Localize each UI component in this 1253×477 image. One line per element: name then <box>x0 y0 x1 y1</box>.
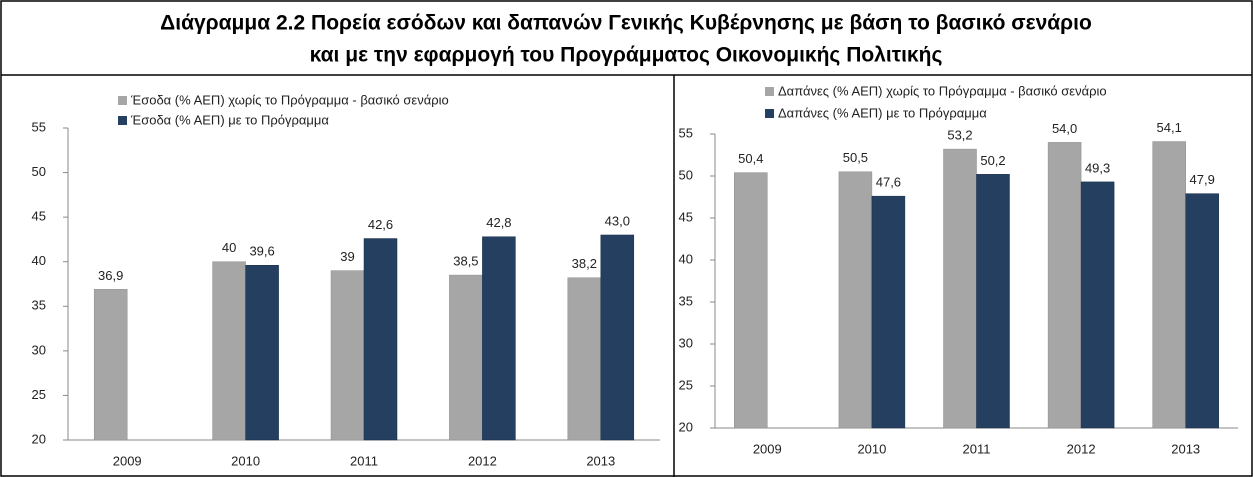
value-label: 38,2 <box>572 256 597 271</box>
y-tick-label: 30 <box>679 335 693 350</box>
y-tick-label: 40 <box>32 253 46 268</box>
y-tick-label: 40 <box>679 251 693 266</box>
y-tick-label: 30 <box>32 342 46 357</box>
bar <box>567 277 602 441</box>
value-label: 50,4 <box>738 151 763 166</box>
legend-swatch <box>118 116 127 125</box>
y-tick-label: 25 <box>32 387 46 402</box>
bar <box>871 195 906 429</box>
y-tick-label: 55 <box>32 119 46 134</box>
y-tick-label: 25 <box>679 377 693 392</box>
y-tick-label: 50 <box>32 164 46 179</box>
value-label: 53,2 <box>947 128 972 143</box>
x-tick-label: 2013 <box>586 453 615 468</box>
y-tick-label: 45 <box>32 209 46 224</box>
value-label: 42,6 <box>368 217 393 232</box>
x-tick-label: 2011 <box>963 441 991 456</box>
value-label: 54,0 <box>1052 121 1077 136</box>
value-label: 50,5 <box>843 150 868 165</box>
bar <box>976 174 1010 429</box>
value-label: 36,9 <box>98 268 123 283</box>
x-tick-label: 2012 <box>468 453 497 468</box>
value-label: 43,0 <box>605 213 630 228</box>
value-label: 50,2 <box>980 153 1005 168</box>
value-label: 47,6 <box>876 175 901 190</box>
value-label: 49,3 <box>1085 160 1110 175</box>
x-tick-label: 2013 <box>1171 441 1200 456</box>
legend-label: Δαπάνες (% ΑΕΠ) χωρίς το Πρόγραμμα - βασ… <box>778 83 1107 98</box>
bar <box>330 270 365 441</box>
y-tick-label: 20 <box>679 419 693 434</box>
x-tick-label: 2009 <box>753 441 782 456</box>
bar <box>1080 181 1115 429</box>
y-tick-label: 35 <box>679 293 693 308</box>
x-tick-label: 2012 <box>1067 441 1096 456</box>
x-tick-label: 2011 <box>350 453 378 468</box>
bar <box>1185 193 1219 429</box>
y-tick-label: 20 <box>32 431 46 446</box>
y-tick-label: 55 <box>679 125 693 140</box>
legend-label: Έσοδα (% ΑΕΠ) χωρίς το Πρόγραμμα - βασικ… <box>130 92 449 107</box>
bar <box>943 148 977 429</box>
legend-swatch <box>765 87 774 96</box>
bar <box>245 265 279 441</box>
legend-swatch <box>765 109 774 118</box>
bar <box>482 236 516 441</box>
x-tick-label: 2009 <box>113 453 142 468</box>
bar <box>1047 142 1082 429</box>
value-label: 39 <box>340 249 354 264</box>
y-tick-label: 50 <box>679 167 693 182</box>
bar <box>734 172 768 429</box>
bar <box>363 238 398 441</box>
bar <box>93 289 128 441</box>
bar <box>1152 141 1186 429</box>
bar <box>600 234 635 441</box>
x-tick-label: 2010 <box>857 441 886 456</box>
value-label: 42,8 <box>486 215 511 230</box>
legend-label: Έσοδα (% ΑΕΠ) με το Πρόγραμμα <box>130 112 329 127</box>
bar <box>212 261 246 441</box>
legend-swatch <box>118 96 127 105</box>
y-tick-label: 45 <box>679 209 693 224</box>
value-label: 54,1 <box>1157 120 1182 135</box>
value-label: 47,9 <box>1190 172 1215 187</box>
bar <box>838 171 873 429</box>
y-tick-label: 35 <box>32 298 46 313</box>
x-tick-label: 2010 <box>231 453 260 468</box>
bar <box>449 274 483 441</box>
value-label: 38,5 <box>453 254 478 269</box>
figure-title: και με την εφαρμογή του Προγράμματος Οικ… <box>310 44 943 67</box>
value-label: 39,6 <box>249 244 274 259</box>
legend-label: Δαπάνες (% ΑΕΠ) με το Πρόγραμμα <box>778 105 987 120</box>
figure-title: Διάγραμμα 2.2 Πορεία εσόδων και δαπανών … <box>160 12 1092 35</box>
value-label: 40 <box>222 240 236 255</box>
